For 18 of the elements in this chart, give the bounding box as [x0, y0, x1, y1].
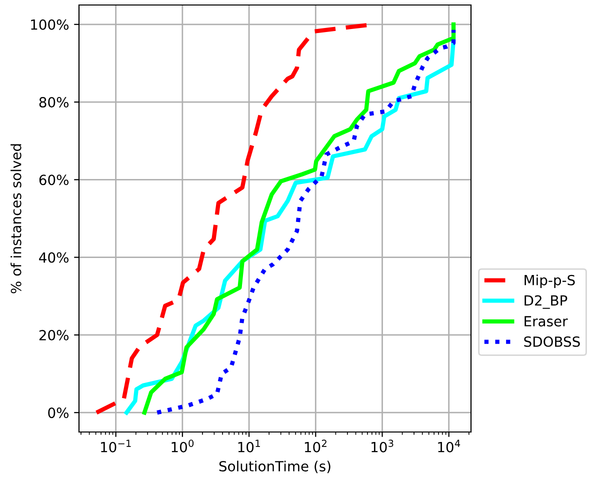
- legend-label: D2_BP: [524, 295, 568, 309]
- x-tick-label: 10$^{−1}$: [101, 440, 131, 452]
- y-tick-label: 0%: [48, 408, 69, 418]
- y-tick-label: 60%: [39, 174, 69, 186]
- x-tick-label: 10$^{1}$: [238, 440, 260, 452]
- x-tick-label: 10$^{4}$: [438, 440, 460, 452]
- legend-label: Mip-p-S: [524, 274, 575, 288]
- legend-label: SDOBSS: [524, 336, 580, 347]
- legend-label: Eraser: [524, 316, 568, 327]
- y-tick-label: 80%: [39, 97, 69, 108]
- y-tick-label: 100%: [31, 19, 69, 30]
- y-axis-title: % of instances solved: [10, 144, 22, 294]
- x-tick-label: 10$^{0}$: [172, 440, 194, 452]
- x-tick-label: 10$^{2}$: [304, 440, 326, 452]
- y-tick-label: 40%: [39, 252, 69, 263]
- y-tick-label: 20%: [39, 330, 69, 340]
- x-axis-title: SolutionTime (s): [219, 460, 330, 474]
- x-tick-label: 10$^{3}$: [372, 440, 394, 452]
